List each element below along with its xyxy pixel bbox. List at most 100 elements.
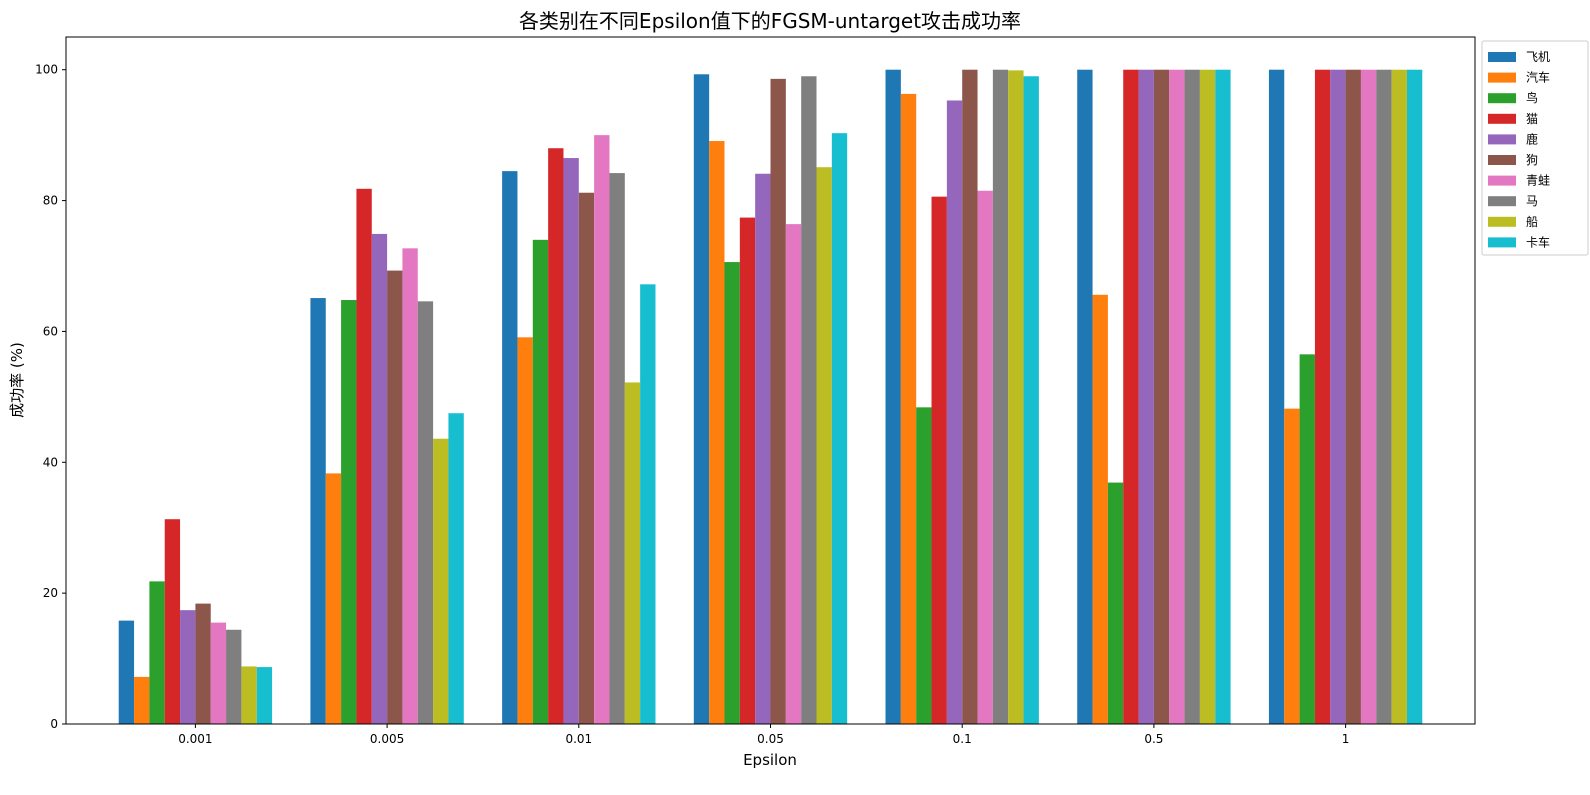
bar-汽车-0.1 xyxy=(900,93,917,725)
x-tick-label: 0.001 xyxy=(178,732,212,746)
bar-马-0.005 xyxy=(417,301,434,724)
x-tick-label: 0.5 xyxy=(1144,732,1163,746)
bar-马-0.001 xyxy=(226,629,242,724)
bar-飞机-0.5 xyxy=(1077,69,1093,724)
bar-船-1 xyxy=(1391,69,1407,724)
legend-label: 青蛙 xyxy=(1526,174,1550,188)
bar-猫-0.1 xyxy=(931,196,947,724)
bar-马-0.01 xyxy=(609,173,625,725)
bar-狗-0.005 xyxy=(387,270,403,724)
y-tick-label: 100 xyxy=(35,63,58,77)
bar-猫-1 xyxy=(1314,69,1331,724)
legend-swatch xyxy=(1488,93,1516,104)
bar-狗-0.5 xyxy=(1153,69,1170,724)
bar-卡车-0.5 xyxy=(1215,69,1231,724)
bar-飞机-0.05 xyxy=(693,74,710,725)
bar-鹿-1 xyxy=(1330,69,1346,724)
bar-船-0.001 xyxy=(241,666,257,724)
legend-label: 狗 xyxy=(1526,153,1538,167)
bar-卡车-0.001 xyxy=(256,667,273,724)
bar-狗-1 xyxy=(1345,69,1361,724)
y-axis-label: 成功率 (%) xyxy=(8,342,26,418)
y-tick-label: 20 xyxy=(43,586,58,600)
bar-鹿-0.01 xyxy=(563,158,579,725)
x-tick-label: 0.1 xyxy=(953,732,972,746)
x-tick-label: 0.05 xyxy=(757,732,784,746)
bar-飞机-0.01 xyxy=(502,171,518,724)
bar-鸟-0.05 xyxy=(724,262,740,724)
bar-马-0.5 xyxy=(1184,69,1200,724)
bar-汽车-0.5 xyxy=(1092,294,1108,724)
bar-青蛙-0.001 xyxy=(210,622,227,724)
bar-船-0.01 xyxy=(624,382,641,724)
bar-青蛙-0.005 xyxy=(402,248,418,724)
y-tick-label: 80 xyxy=(43,194,58,208)
y-tick-label: 0 xyxy=(50,717,58,731)
bar-鸟-0.005 xyxy=(341,300,357,724)
bar-青蛙-0.5 xyxy=(1169,69,1185,724)
legend-swatch xyxy=(1488,196,1516,207)
legend-label: 船 xyxy=(1526,215,1538,229)
legend-swatch xyxy=(1488,72,1516,83)
bar-鹿-0.1 xyxy=(946,100,963,725)
bar-卡车-0.01 xyxy=(640,284,656,724)
bar-汽车-0.05 xyxy=(709,141,725,724)
bar-猫-0.5 xyxy=(1123,69,1139,724)
legend-label: 鹿 xyxy=(1526,131,1538,146)
y-tick-label: 60 xyxy=(43,324,58,338)
legend-swatch xyxy=(1488,216,1516,227)
legend-swatch xyxy=(1488,134,1516,145)
bar-猫-0.01 xyxy=(548,148,564,725)
legend-swatch xyxy=(1488,113,1516,124)
bar-飞机-0.1 xyxy=(885,69,901,724)
bar-狗-0.1 xyxy=(962,69,978,724)
bar-汽车-0.005 xyxy=(325,473,342,724)
bar-狗-0.01 xyxy=(578,192,595,725)
legend-label: 猫 xyxy=(1526,112,1538,126)
chart-title: 各类别在不同Epsilon值下的FGSM-untarget攻击成功率 xyxy=(519,9,1021,33)
x-tick-label: 1 xyxy=(1342,732,1350,746)
x-axis: 0.001 0.005 0.01 0.05 0.1 0.5 1 xyxy=(178,724,1349,746)
bar-飞机-0.005 xyxy=(310,298,326,724)
bar-船-0.1 xyxy=(1008,70,1024,725)
legend-label: 汽车 xyxy=(1526,70,1550,85)
bar-船-0.5 xyxy=(1199,69,1216,724)
bar-青蛙-0.01 xyxy=(594,135,610,724)
legend-swatch xyxy=(1488,155,1516,165)
bar-汽车-1 xyxy=(1284,408,1300,724)
bar-马-1 xyxy=(1376,69,1392,724)
bar-飞机-1 xyxy=(1268,69,1285,724)
bar-青蛙-1 xyxy=(1360,69,1377,724)
legend-label: 马 xyxy=(1526,194,1538,208)
bar-鸟-1 xyxy=(1299,354,1315,724)
bar-马-0.05 xyxy=(801,76,817,724)
bar-卡车-0.1 xyxy=(1023,76,1039,724)
legend-swatch xyxy=(1488,175,1516,186)
legend-label: 鸟 xyxy=(1526,90,1538,105)
x-tick-label: 0.01 xyxy=(565,732,592,746)
bar-马-0.1 xyxy=(992,69,1009,724)
bar-青蛙-0.05 xyxy=(785,224,802,724)
y-axis: 0 20 40 60 80 100 xyxy=(35,63,66,731)
legend-swatch xyxy=(1488,52,1516,62)
bar-猫-0.001 xyxy=(164,519,181,724)
legend-swatch xyxy=(1488,237,1516,248)
bar-鹿-0.005 xyxy=(371,233,388,724)
bar-狗-0.05 xyxy=(770,78,786,725)
bar-鹿-0.05 xyxy=(755,173,771,724)
bar-卡车-0.005 xyxy=(448,413,464,724)
bar-青蛙-0.1 xyxy=(977,190,993,724)
bar-飞机-0.001 xyxy=(118,620,135,724)
bar-鹿-0.001 xyxy=(180,610,196,724)
bar-卡车-1 xyxy=(1406,69,1423,724)
y-tick-label: 40 xyxy=(43,455,58,469)
x-axis-label: Epsilon xyxy=(743,751,797,769)
bar-鸟-0.5 xyxy=(1107,482,1124,724)
x-tick-label: 0.005 xyxy=(370,732,404,746)
bar-卡车-0.05 xyxy=(831,133,848,724)
bar-船-0.005 xyxy=(433,438,449,724)
legend-label: 飞机 xyxy=(1526,50,1550,64)
bar-狗-0.001 xyxy=(195,603,211,724)
